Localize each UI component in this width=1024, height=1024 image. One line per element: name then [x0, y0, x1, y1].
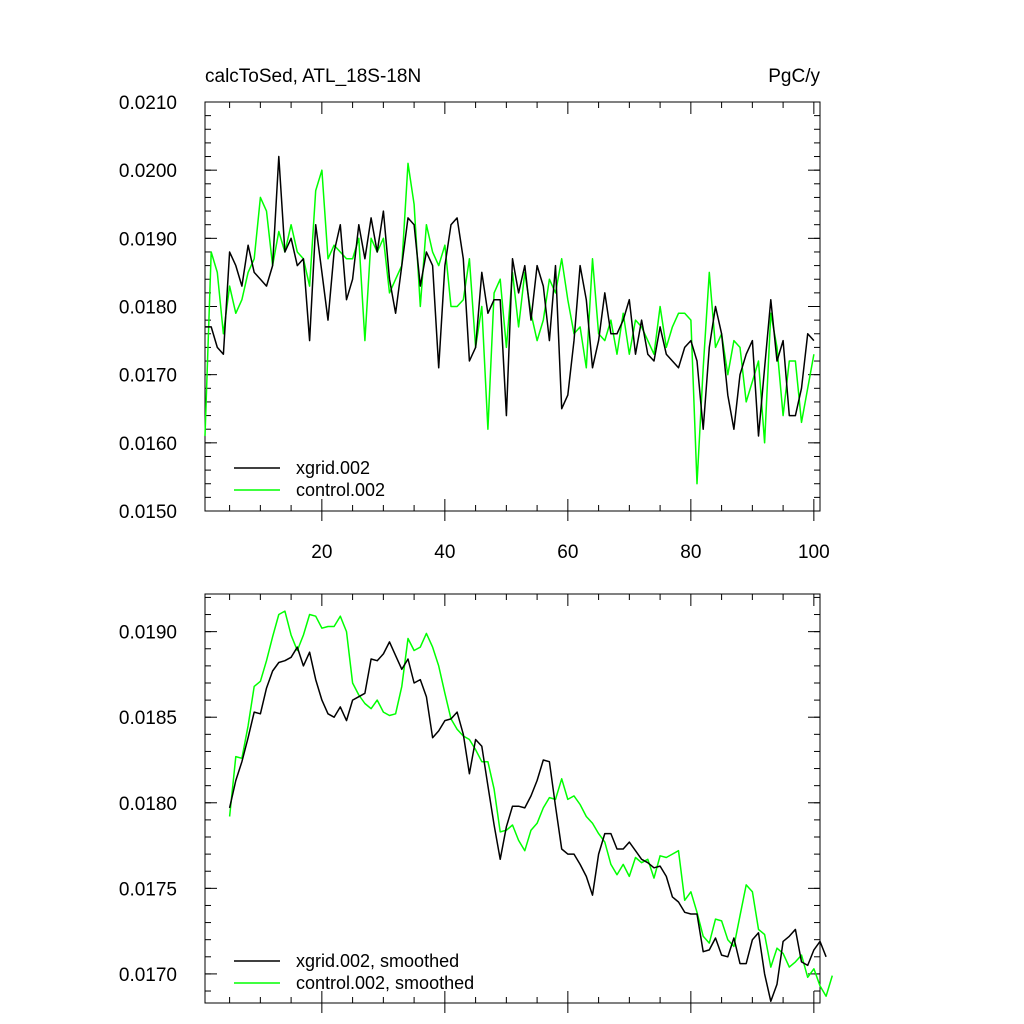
y-tick-label: 0.0170 [119, 366, 177, 387]
x-tick-label: 100 [798, 542, 830, 563]
y-tick-label: 0.0185 [119, 708, 177, 729]
y-tick-label: 0.0190 [119, 229, 177, 250]
x-tick-label: 40 [434, 542, 455, 563]
panel-title: calcToSed, ATL_18S-18N [205, 66, 421, 87]
y-tick-label: 0.0160 [119, 434, 177, 455]
x-tick-label: 20 [311, 542, 332, 563]
plot-frame [204, 101, 821, 512]
y-tick-label: 0.0170 [119, 965, 177, 986]
legend-label: xgrid.002 [296, 458, 370, 478]
series-line-0 [228, 641, 827, 1003]
x-tick-label: 60 [557, 542, 578, 563]
top-panel: calcToSed, ATL_18S-18N PgC/y 20 40 60 80 100… [119, 66, 830, 563]
legend-label: control.002 [296, 480, 385, 500]
legend-label: xgrid.002, smoothed [296, 951, 459, 971]
y-tick-label: 0.0200 [119, 161, 177, 182]
y-tick-label: 0.0150 [119, 502, 177, 523]
y-tick-label: 0.0190 [119, 623, 177, 644]
series-line-0 [205, 155, 815, 437]
y-tick-label: 0.0210 [119, 93, 177, 114]
bottom-panel: 0.0170 0.0175 0.0180 0.0185 0.0190 xgrid.002,… [119, 593, 834, 1013]
legend-label: control.002, smoothed [296, 973, 474, 993]
series-line-1 [204, 162, 815, 485]
y-tick-label: 0.0180 [119, 794, 177, 815]
panel-units: PgC/y [768, 66, 820, 87]
plot-frame [204, 593, 821, 1004]
y-tick-label: 0.0175 [119, 879, 177, 900]
y-tick-label: 0.0180 [119, 298, 177, 319]
x-tick-label: 80 [680, 542, 701, 563]
series-line-1 [228, 610, 834, 997]
